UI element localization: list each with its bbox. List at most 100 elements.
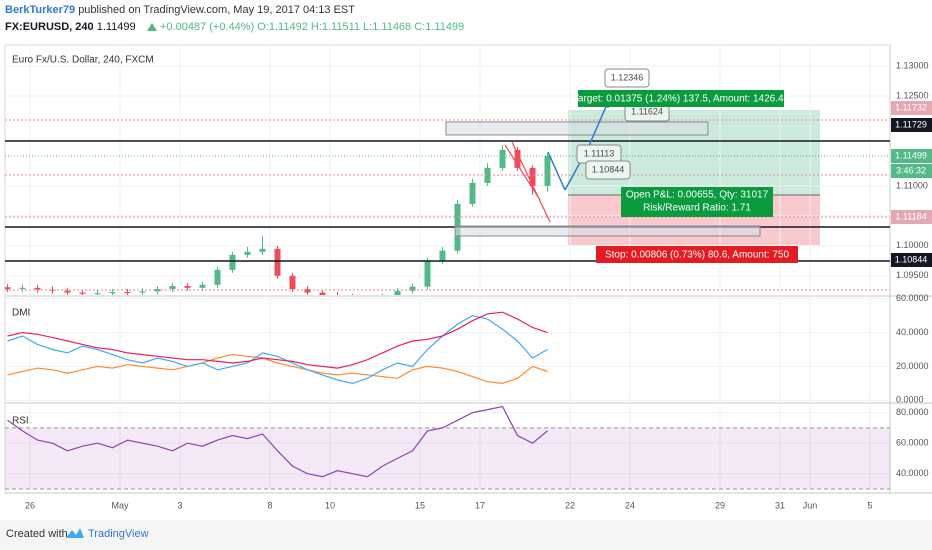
candle-body <box>529 167 536 186</box>
candle-body <box>5 287 11 290</box>
rr-label: Risk/Reward Ratio: 1.71 <box>643 203 751 214</box>
footer-bar <box>0 520 932 550</box>
last: 1.11499 <box>97 21 136 33</box>
zone-rect <box>445 121 709 136</box>
indicator-title: DMI <box>12 308 30 319</box>
callout <box>604 68 650 88</box>
indicator-title: RSI <box>12 416 29 427</box>
x-tick-label: 15 <box>415 500 425 510</box>
candle-body <box>274 248 281 276</box>
x-tick-label: 26 <box>25 500 35 510</box>
symbol-line: FX:EURUSD, 240 1.11499 <box>5 21 136 33</box>
header-line: BerkTurker79 published on TradingView.co… <box>5 4 355 16</box>
callout-text: 1.11624 <box>631 106 663 116</box>
x-tick-label: 31 <box>775 500 785 510</box>
price-tag <box>891 164 932 178</box>
indicator-line <box>7 405 548 478</box>
brand-logo <box>66 528 84 538</box>
up-arrow <box>147 23 157 31</box>
callout-text: 1.12346 <box>611 72 644 82</box>
indicator-line <box>7 314 548 385</box>
x-tick-label: 8 <box>267 500 272 510</box>
candle-body <box>184 286 191 288</box>
y-tick-label: 1.09500 <box>896 270 929 280</box>
published: published on TradingView.com, May 19, 20… <box>78 4 355 16</box>
change: +0.00487 (+0.44%) <box>160 21 254 33</box>
candle-body <box>64 290 71 293</box>
stop-label-box <box>596 246 798 263</box>
zone-rect <box>454 225 761 237</box>
x-tick-label: 22 <box>565 500 575 510</box>
price-tag-label: 1.11184 <box>895 211 926 221</box>
pnl-label: Open P&L: 0.00655, Qty: 31017 <box>626 190 769 201</box>
candle-body <box>34 287 41 290</box>
candle-body <box>304 289 311 293</box>
y-tick-label: 1.10000 <box>896 240 929 250</box>
indicator-line <box>7 311 548 369</box>
candle-body <box>229 254 236 270</box>
candle-body <box>514 149 521 168</box>
candle-body <box>49 289 56 291</box>
price-tag <box>891 253 932 267</box>
y-tick-label: 60.0000 <box>896 438 929 448</box>
y-tick-label: 1.13000 <box>896 60 929 70</box>
target-label-box <box>578 90 784 107</box>
candle-body <box>499 149 506 168</box>
y-tick-label: 1.11000 <box>896 180 928 190</box>
ohlc: O:1.11492 H:1.11511 L:1.11468 C:1.11499 <box>257 21 464 33</box>
candle-body <box>289 275 296 290</box>
price-tag <box>891 101 932 115</box>
price-tag-label: 1.11732 <box>895 102 927 112</box>
y-tick-label: 1.12500 <box>896 90 929 100</box>
target-label: Target: 0.01375 (1.24%) 137.5, Amount: 1… <box>573 94 790 105</box>
change-line: +0.00487 (+0.44%) O:1.11492 H:1.11511 L:… <box>160 21 464 33</box>
candle-body <box>94 293 101 295</box>
y-tick-label: 20.0000 <box>896 361 929 371</box>
symbol: FX:EURUSD, 240 <box>5 21 94 33</box>
band-fill <box>5 427 890 489</box>
y-tick-label: 40.0000 <box>896 468 929 478</box>
pnl-label-box <box>621 187 773 217</box>
x-tick-label: 29 <box>715 500 725 510</box>
footer-created: Created with <box>6 528 68 540</box>
candle-body <box>484 167 491 183</box>
candle-body <box>469 182 476 204</box>
price-tag-label: 1.11729 <box>895 119 927 129</box>
x-tick-label: 17 <box>475 500 485 510</box>
candle-body <box>19 287 26 290</box>
channel <box>504 141 551 223</box>
footer-brand[interactable]: TradingView <box>88 528 149 540</box>
y-tick-label: 40.0000 <box>896 327 929 337</box>
candle-body <box>259 248 266 252</box>
price-tag <box>891 118 932 132</box>
candle-body <box>124 292 131 294</box>
candle-body <box>79 292 86 294</box>
stop-label: Stop: 0.00806 (0.73%) 80.6, Amount: 750 <box>605 250 789 261</box>
x-tick-label: 24 <box>625 500 635 510</box>
x-tick-label: Jun <box>803 500 818 510</box>
price-tag-label: 3:46:32 <box>896 165 926 175</box>
candle-body <box>244 251 251 255</box>
x-tick-label: 3 <box>177 500 182 510</box>
indicator-line <box>7 353 548 385</box>
y-tick-label: 0.0000 <box>896 395 924 405</box>
callout-text: 1.11113 <box>584 148 615 158</box>
y-tick-label: 60.0000 <box>896 293 929 303</box>
user[interactable]: BerkTurker79 <box>5 4 75 16</box>
candle-body <box>544 155 551 186</box>
price-tag <box>891 210 932 224</box>
x-tick-label: May <box>111 500 129 510</box>
x-tick-label: 5 <box>867 500 872 510</box>
callout-text: 1.10844 <box>592 164 625 174</box>
candle-body <box>109 292 116 294</box>
price-tag-label: 1.10844 <box>895 254 928 264</box>
chart-title: Euro Fx/U.S. Dollar, 240, FXCM <box>12 55 154 66</box>
candle-body <box>139 291 146 293</box>
price-marks <box>5 145 551 295</box>
grid <box>5 45 890 493</box>
candle-body <box>424 260 431 287</box>
candle-body <box>409 286 416 291</box>
callout <box>585 160 631 180</box>
y-tick-label: 80.0000 <box>896 407 929 417</box>
